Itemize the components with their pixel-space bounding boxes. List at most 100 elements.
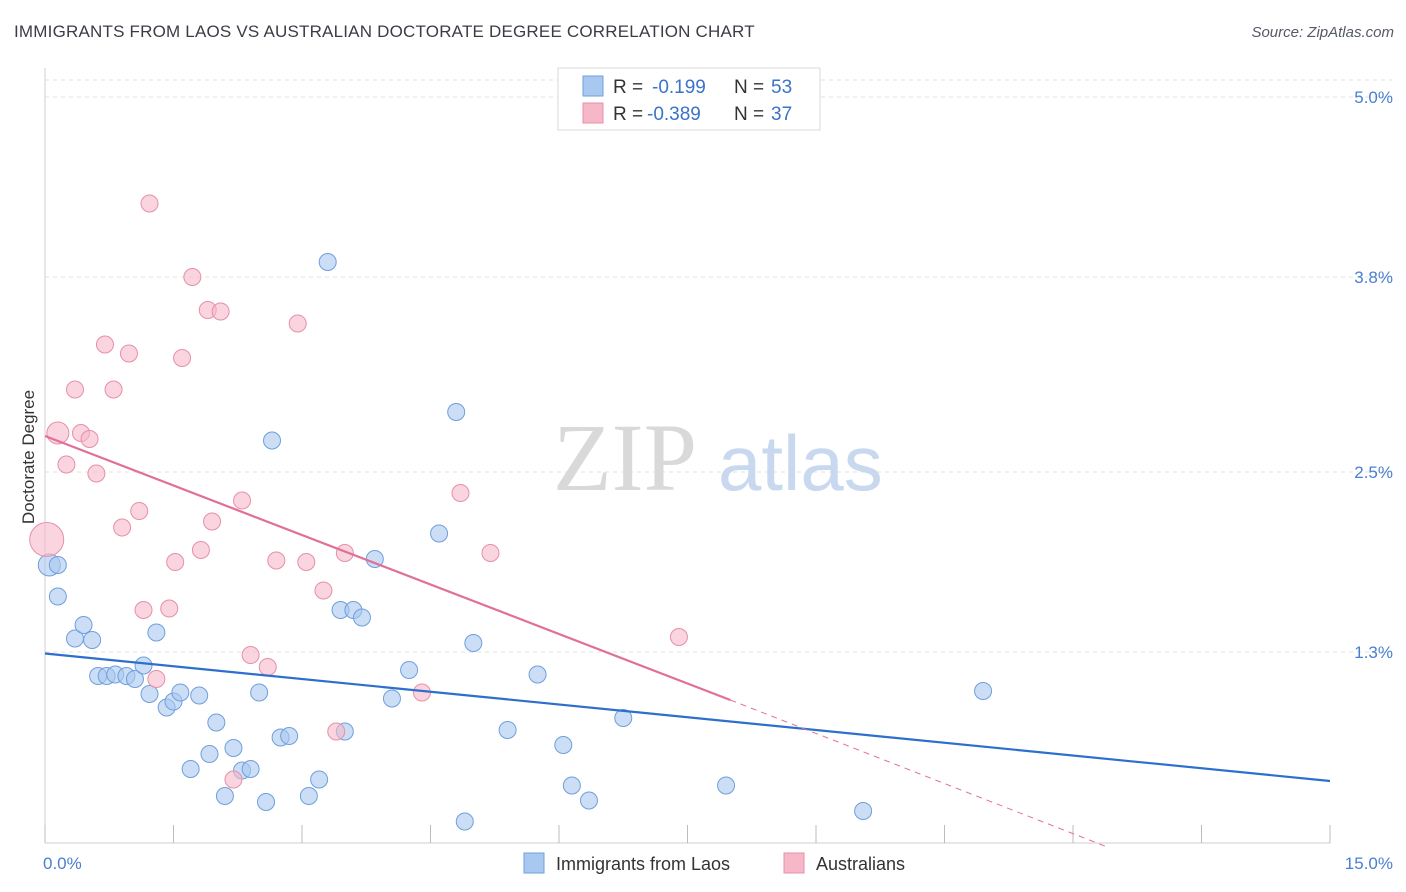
watermark: ZIP atlas bbox=[553, 404, 883, 511]
point-laos-24 bbox=[241, 760, 260, 778]
point-australians-0 bbox=[29, 522, 65, 557]
point-laos-21 bbox=[215, 787, 234, 805]
point-australians-34 bbox=[451, 484, 470, 502]
y-tick-label-1: 2.5% bbox=[1354, 463, 1393, 482]
point-laos-46 bbox=[554, 736, 573, 754]
legend-n-label-australians: N = bbox=[734, 104, 764, 125]
point-australians-17 bbox=[173, 349, 192, 367]
legend-swatch-laos bbox=[582, 75, 604, 97]
point-australians-10 bbox=[119, 344, 138, 363]
watermark-atlas: atlas bbox=[718, 419, 883, 507]
point-australians-14 bbox=[147, 670, 166, 688]
point-laos-5 bbox=[83, 631, 102, 649]
point-australians-15 bbox=[160, 599, 179, 618]
point-laos-16 bbox=[171, 683, 190, 702]
y-tick-label-2: 3.8% bbox=[1354, 268, 1393, 287]
legend-n-label-laos: N = bbox=[734, 77, 764, 98]
axes bbox=[44, 68, 1331, 844]
point-australians-2 bbox=[57, 455, 76, 474]
point-laos-36 bbox=[352, 608, 371, 627]
point-laos-4 bbox=[74, 616, 93, 634]
point-australians-29 bbox=[297, 553, 316, 571]
point-laos-17 bbox=[181, 760, 200, 778]
bottom-legend-swatch-laos bbox=[523, 852, 545, 874]
point-laos-51 bbox=[854, 802, 873, 820]
point-australians-3 bbox=[65, 380, 84, 399]
point-australians-11 bbox=[130, 502, 149, 520]
point-laos-12 bbox=[140, 685, 159, 703]
y-axis-label: Doctorate Degree bbox=[19, 390, 38, 524]
point-laos-41 bbox=[447, 403, 466, 421]
x-tick-label-0: 0.0% bbox=[43, 854, 82, 873]
trend-line-dashed-australians bbox=[730, 699, 1108, 848]
point-australians-18 bbox=[183, 268, 202, 286]
point-laos-42 bbox=[455, 812, 474, 831]
legend-swatch-australians bbox=[582, 102, 604, 124]
point-australians-28 bbox=[288, 314, 307, 333]
point-australians-26 bbox=[258, 658, 277, 676]
point-laos-39 bbox=[400, 661, 419, 679]
bottom-legend-label-laos: Immigrants from Laos bbox=[556, 854, 730, 874]
point-australians-30 bbox=[314, 581, 333, 600]
point-laos-45 bbox=[528, 665, 547, 684]
point-australians-13 bbox=[140, 194, 159, 213]
point-australians-22 bbox=[211, 302, 230, 321]
point-laos-29 bbox=[280, 727, 299, 745]
point-laos-25 bbox=[250, 683, 269, 702]
point-laos-10 bbox=[125, 670, 144, 688]
point-australians-16 bbox=[166, 553, 185, 571]
point-laos-1 bbox=[48, 556, 67, 574]
y-tick-label-3: 5.0% bbox=[1354, 88, 1393, 107]
point-laos-32 bbox=[318, 253, 337, 271]
legend-box: R = -0.199 N = 53 R = -0.389 N = 37 bbox=[557, 67, 821, 131]
trend-line-laos bbox=[44, 652, 1331, 783]
watermark-zip: ZIP bbox=[553, 404, 697, 511]
point-australians-19 bbox=[191, 541, 210, 559]
point-laos-31 bbox=[310, 770, 329, 789]
point-laos-43 bbox=[464, 634, 483, 652]
legend-r-label-australians: R = bbox=[613, 104, 643, 125]
y-tick-label-0: 1.3% bbox=[1354, 643, 1393, 662]
point-australians-5 bbox=[80, 430, 99, 448]
point-laos-48 bbox=[579, 791, 598, 810]
legend-n-value-laos: 53 bbox=[771, 77, 792, 98]
point-australians-31 bbox=[327, 722, 346, 741]
x-tick-label-1: 15.0% bbox=[1345, 854, 1393, 873]
point-australians-24 bbox=[233, 491, 252, 510]
point-laos-18 bbox=[190, 686, 209, 705]
point-laos-20 bbox=[207, 713, 226, 732]
point-laos-40 bbox=[430, 524, 449, 543]
legend-r-value-laos: -0.199 bbox=[652, 77, 706, 98]
point-australians-23 bbox=[224, 770, 243, 789]
point-australians-36 bbox=[669, 628, 688, 646]
source-label: Source: ZipAtlas.com bbox=[1251, 24, 1394, 41]
point-laos-47 bbox=[562, 776, 581, 795]
point-laos-19 bbox=[200, 745, 219, 763]
y-tick-labels: 1.3% 2.5% 3.8% 5.0% bbox=[1354, 88, 1393, 662]
legend-r-label-laos: R = bbox=[613, 77, 643, 98]
point-laos-13 bbox=[147, 623, 166, 642]
point-laos-52 bbox=[974, 682, 993, 700]
point-laos-27 bbox=[263, 431, 282, 450]
legend-n-value-australians: 37 bbox=[771, 104, 792, 125]
data-points bbox=[29, 194, 993, 831]
point-australians-12 bbox=[134, 601, 153, 619]
point-australians-21 bbox=[203, 512, 222, 531]
trend-line-australians bbox=[44, 434, 731, 702]
point-laos-22 bbox=[224, 739, 243, 757]
point-laos-38 bbox=[382, 689, 401, 708]
point-australians-27 bbox=[267, 551, 286, 570]
point-laos-2 bbox=[48, 587, 67, 606]
point-australians-25 bbox=[241, 646, 260, 664]
x-tick-labels: 0.0% 15.0% bbox=[43, 854, 1393, 873]
point-australians-8 bbox=[104, 380, 123, 399]
legend-r-value-australians: -0.389 bbox=[647, 104, 701, 125]
chart-title: IMMIGRANTS FROM LAOS VS AUSTRALIAN DOCTO… bbox=[14, 22, 755, 41]
point-laos-26 bbox=[257, 793, 276, 811]
bottom-legend-label-australians: Australians bbox=[816, 854, 905, 874]
point-laos-44 bbox=[498, 721, 517, 739]
grid-lines bbox=[45, 79, 1392, 653]
point-laos-50 bbox=[717, 776, 736, 795]
bottom-legend: Immigrants from Laos Australians bbox=[523, 852, 905, 874]
